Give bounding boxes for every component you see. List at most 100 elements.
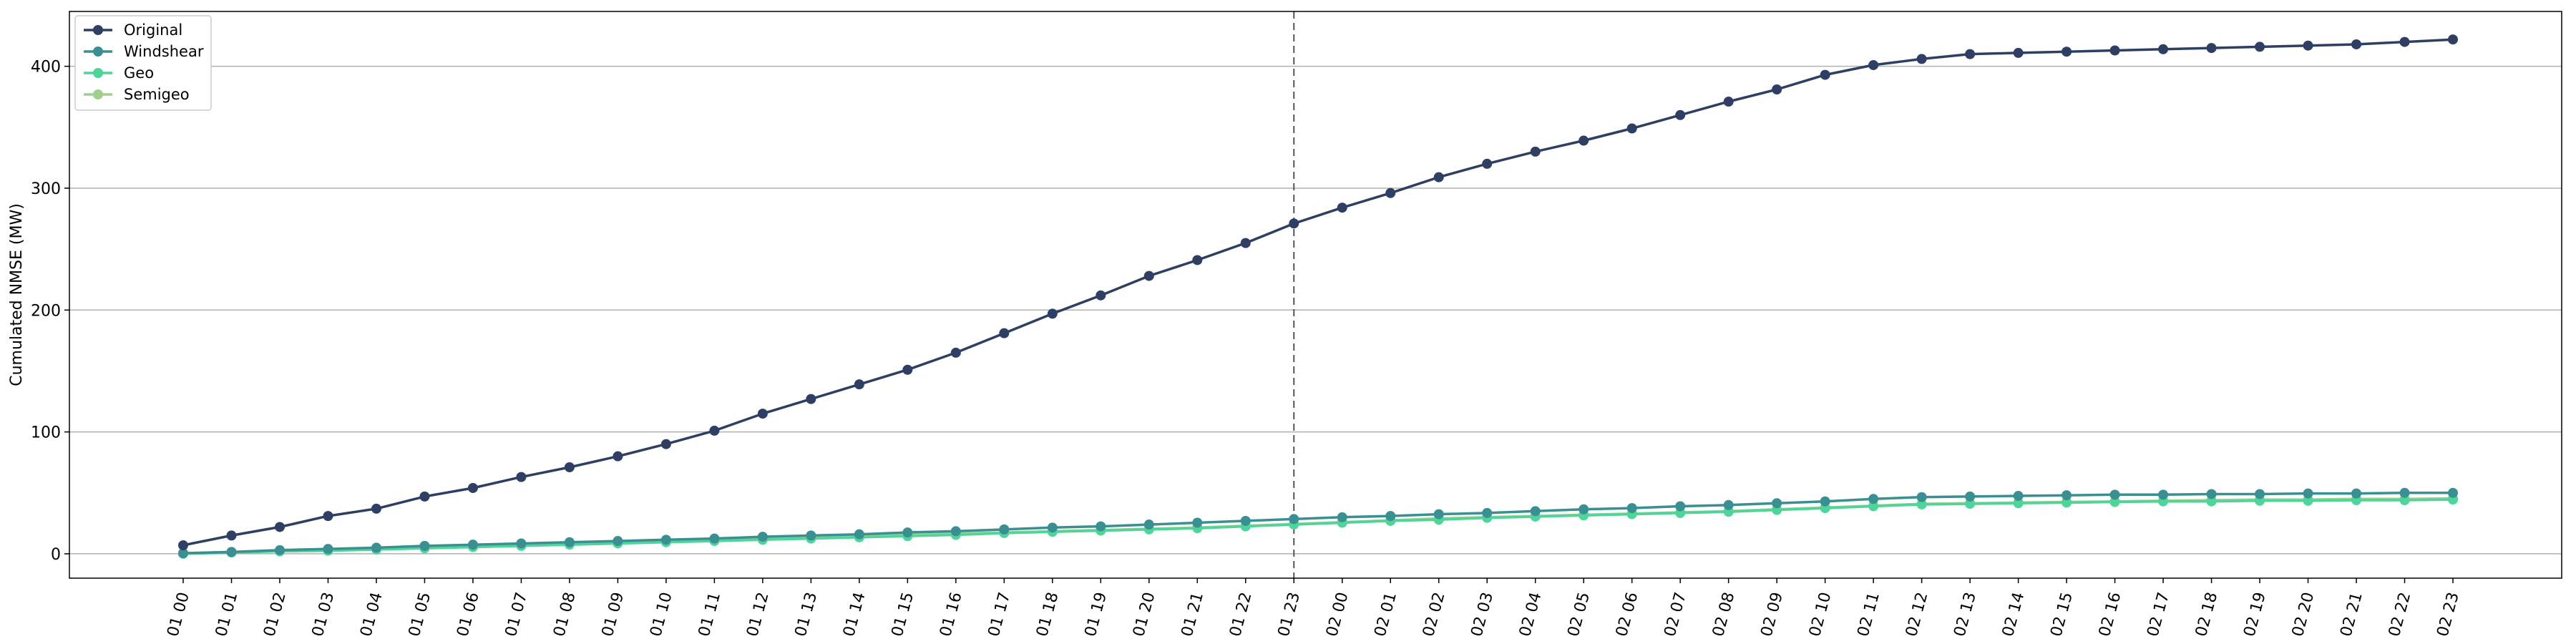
data-point [1192,255,1203,265]
data-point [1337,512,1347,522]
data-point [1868,501,1879,512]
data-point [2206,489,2217,499]
data-point [1530,146,1541,157]
data-point [2448,34,2458,45]
data-point [2158,489,2169,500]
data-point [1143,519,1154,530]
data-point [806,530,816,541]
data-point [660,439,671,449]
data-point [323,544,333,555]
data-point [1579,504,1589,514]
data-point [1579,135,1589,146]
y-tick-label: 100 [31,424,61,442]
series-layer [178,34,2458,559]
legend: Original Windshear Geo Semigeo [74,15,212,111]
data-point [950,347,961,358]
data-point [2303,495,2313,506]
data-point [2158,44,2169,54]
legend-marker [93,47,103,57]
data-point [2206,496,2217,507]
data-point [854,529,864,540]
data-point [709,425,720,436]
y-tick-label: 400 [31,59,61,77]
data-point [371,503,381,514]
data-point [2013,498,2024,509]
data-point [274,545,285,555]
data-point [1723,97,1734,107]
data-point [1289,218,1299,229]
data-point [2351,488,2362,499]
data-point [1675,501,1686,512]
data-point [1143,270,1154,281]
data-point [1289,514,1299,525]
data-point [1916,492,1927,502]
data-point [1530,506,1541,517]
data-point [1772,84,1782,95]
data-point [1965,491,1976,502]
data-point [2062,490,2072,501]
plot-frame [69,11,2562,579]
data-point [1433,509,1444,519]
y-axis: 0 100 200 300 400 [31,59,69,564]
data-point [1965,499,1976,509]
data-point [1240,515,1251,526]
data-point [1868,59,1879,70]
data-point [2303,40,2313,51]
data-point [564,462,575,473]
data-point [1482,158,1493,169]
data-point [1192,517,1203,528]
data-point [371,542,381,553]
data-point [1723,499,1734,510]
data-point [2255,489,2265,499]
data-point [1096,290,1106,301]
data-point [2351,39,2362,49]
data-point [467,540,478,550]
legend-box [74,15,212,111]
data-point [2255,42,2265,52]
data-point [2206,43,2217,54]
data-point [2303,488,2313,499]
data-point [1240,238,1251,248]
series-line [182,492,2453,555]
data-point [806,394,816,404]
data-point [1385,511,1396,522]
data-point [1916,499,1927,509]
data-point [2399,36,2410,47]
data-point [1916,54,1927,64]
data-point [2109,45,2120,56]
data-point [564,537,575,547]
data-point [1047,522,1058,533]
data-point [2013,47,2024,58]
data-point [274,522,285,532]
data-point [1820,69,1830,80]
data-point [757,409,768,419]
legend-marker [93,68,103,78]
data-point [1626,123,1637,134]
data-point [2062,497,2072,508]
legend-marker [93,89,103,99]
data-point [950,526,961,537]
data-point [226,547,237,557]
data-point [613,536,623,547]
data-point [1868,494,1879,504]
data-point [902,364,913,375]
data-point [709,533,720,544]
series-line [182,498,2454,555]
data-point [323,511,333,522]
legend-label: Windshear [124,43,204,60]
data-point [1965,49,1976,59]
data-point [2109,497,2120,507]
data-point [660,535,671,545]
data-point [902,527,913,538]
data-point [999,328,1010,338]
data-point [1337,203,1347,213]
data-point [178,540,188,551]
data-point [2399,494,2410,505]
data-point [2109,489,2120,500]
series-windshear [178,487,2458,559]
data-point [419,540,430,551]
data-point [516,472,527,482]
data-point [516,538,527,549]
data-point [178,548,188,559]
